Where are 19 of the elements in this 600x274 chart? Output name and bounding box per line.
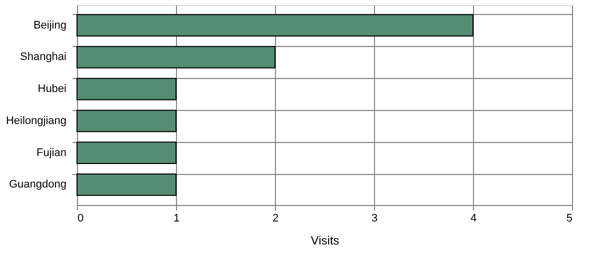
x-tick-label: 2 (272, 212, 279, 224)
x-axis-title: Visits (310, 234, 340, 248)
y-tick-label: Fujian (36, 146, 66, 159)
bar (76, 110, 176, 132)
x-tick-label: 4 (470, 212, 477, 224)
bar (76, 14, 474, 36)
x-tick-label: 0 (78, 212, 84, 224)
bar (76, 78, 176, 100)
bar (76, 174, 176, 196)
x-tick-label: 3 (371, 212, 378, 224)
y-tick-label: Hubei (38, 83, 66, 96)
x-tick-label: 1 (173, 212, 180, 224)
bar (76, 142, 176, 164)
y-tick-label: Beijing (33, 19, 66, 32)
y-tick-label: Guangdong (9, 178, 66, 191)
y-tick-label: Shanghai (20, 51, 66, 64)
x-tick-label: 5 (566, 212, 572, 224)
y-tick-label: Heilongjiang (6, 114, 66, 127)
bar (76, 46, 276, 68)
